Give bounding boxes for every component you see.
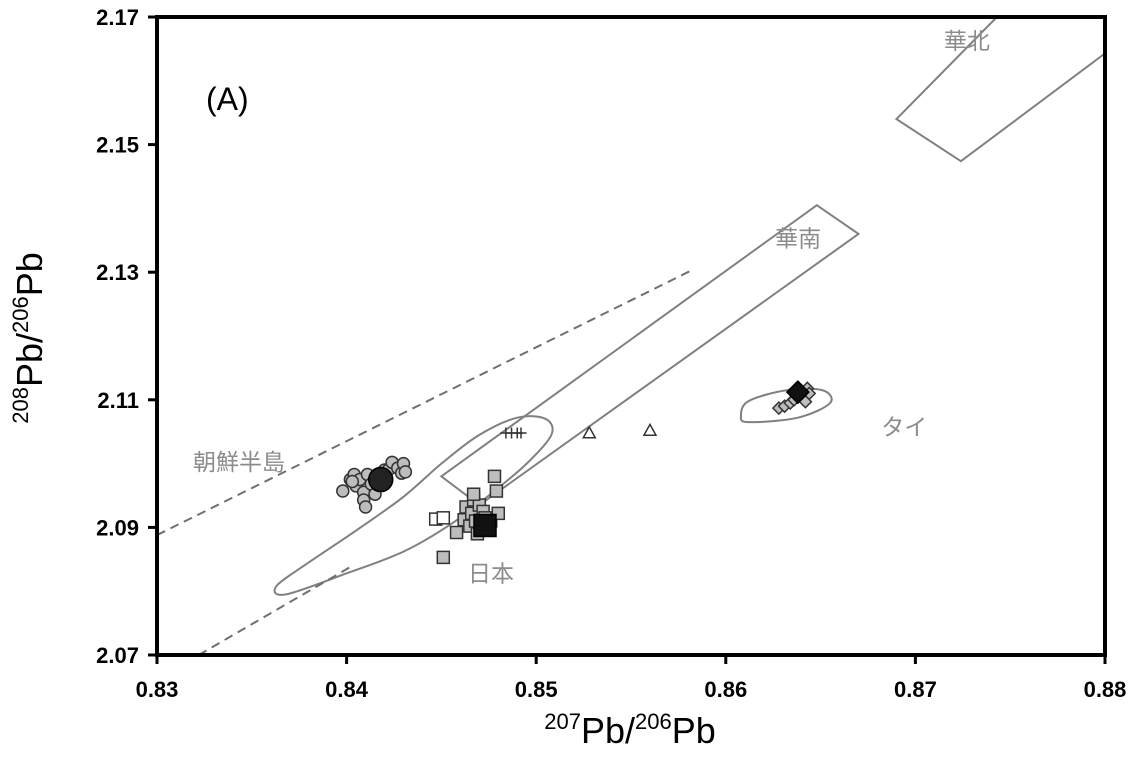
x-axis-label: 207Pb/206Pb (544, 709, 716, 751)
point-circle (358, 500, 373, 514)
point-square (489, 484, 504, 498)
y-label-base2: Pb (9, 252, 50, 296)
x-label-base1: Pb/ (581, 710, 635, 751)
x-tick-label: 0.85 (515, 677, 558, 702)
point-square (473, 513, 497, 538)
x-tick-label: 0.83 (136, 677, 179, 702)
region-2-label: 日本 (468, 562, 514, 588)
point-circle (345, 474, 360, 489)
y-tick-label: 2.07 (96, 643, 139, 668)
x-tick-label: 0.88 (1084, 677, 1127, 702)
region-3-label: タイ (881, 415, 927, 441)
x-tick-label: 0.84 (325, 677, 369, 702)
x-tick-label: 0.87 (894, 677, 937, 702)
point-triangle (642, 422, 658, 436)
point-plus (515, 427, 527, 439)
x-label-base2: Pb (672, 710, 716, 751)
point-square (466, 487, 481, 501)
plot-frame (155, 15, 1107, 657)
axis-ticks: 0.83 0.84 0.85 0.86 0.87 0.88 2.07 2.09 2.11 2.13… (96, 5, 1126, 702)
region-4-label: 朝鮮半島 (193, 450, 285, 476)
region-0-outline (894, 16, 1106, 163)
point-triangle (582, 425, 597, 439)
region-2-outline (273, 415, 554, 596)
y-tick-label: 2.09 (96, 515, 139, 540)
y-tick-label: 2.11 (97, 388, 139, 413)
y-tick-label: 2.15 (96, 133, 139, 158)
region-4-boundary-line (156, 269, 693, 536)
point-square (436, 511, 451, 525)
point-circle (367, 466, 394, 493)
region-1-outline (439, 203, 861, 507)
region-0-label: 華北 (944, 29, 990, 55)
panel-label: (A) (206, 81, 249, 117)
x-tick-label: 0.86 (704, 677, 747, 702)
x-label-sup2: 206 (635, 709, 672, 734)
point-diamond (785, 380, 810, 405)
data-points (336, 380, 817, 565)
point-square (449, 525, 464, 540)
y-tick-label: 2.17 (96, 5, 139, 30)
point-circle (336, 484, 350, 498)
y-label-sup1: 208 (8, 387, 33, 424)
point-square (436, 550, 451, 565)
x-label-sup1: 207 (544, 709, 581, 734)
point-circle (398, 465, 413, 479)
y-axis-label: 208Pb/206Pb (8, 252, 50, 424)
y-label-sup2: 206 (8, 296, 33, 333)
point-square (487, 469, 502, 484)
y-tick-label: 2.13 (96, 260, 139, 285)
region-1-label: 華南 (775, 227, 821, 253)
y-label-base1: Pb/ (9, 333, 50, 387)
